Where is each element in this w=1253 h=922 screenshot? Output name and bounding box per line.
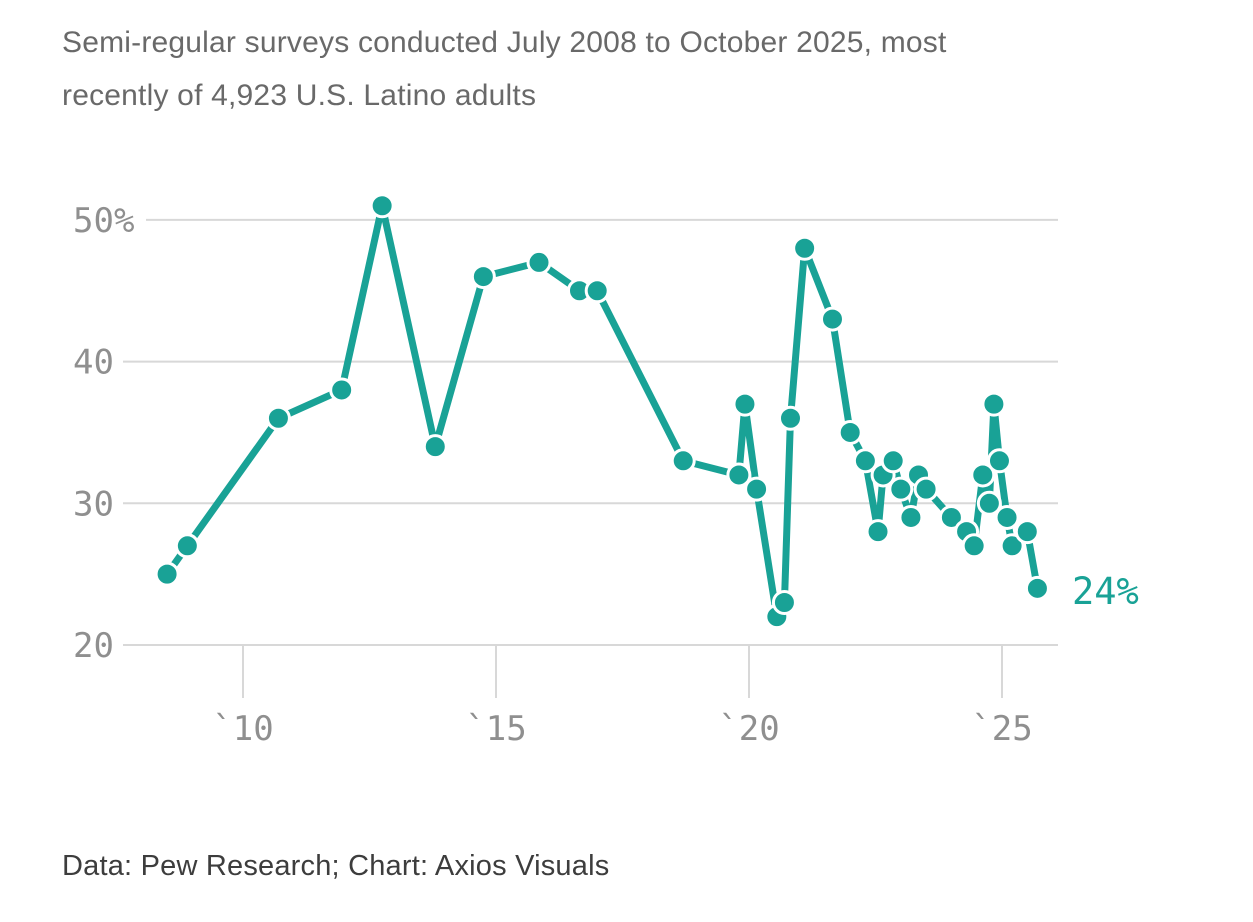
- data-point: [986, 448, 1012, 474]
- data-point: [961, 533, 987, 559]
- data-point: [999, 533, 1025, 559]
- source-credit: Data: Pew Research; Chart: Axios Visuals: [62, 850, 610, 882]
- data-point: [422, 434, 448, 460]
- chart-subtitle-line2: recently of 4,923 U.S. Latino adults: [62, 79, 537, 112]
- y-axis-label: 40: [73, 343, 114, 383]
- data-point: [670, 448, 696, 474]
- data-point: [837, 419, 863, 445]
- data-point: [865, 519, 891, 545]
- data-point: [265, 405, 291, 431]
- chart-line: [163, 202, 1041, 621]
- data-point: [880, 448, 906, 474]
- data-point: [470, 264, 496, 290]
- data-point: [154, 561, 180, 587]
- data-point: [726, 462, 752, 488]
- data-point: [584, 278, 610, 304]
- data-point: [777, 405, 803, 431]
- data-point: [970, 462, 996, 488]
- x-axis-label: `25: [971, 709, 1032, 749]
- data-point: [744, 476, 770, 502]
- data-point: [994, 504, 1020, 530]
- data-point: [852, 448, 878, 474]
- data-point: [938, 504, 964, 530]
- data-point: [898, 504, 924, 530]
- chart-subtitle: Semi-regular surveys conducted July 2008…: [62, 16, 1172, 122]
- chart-subtitle-line1: Semi-regular surveys conducted July 2008…: [62, 26, 947, 59]
- x-axis-label: `15: [465, 709, 526, 749]
- data-point: [913, 476, 939, 502]
- data-point: [792, 235, 818, 261]
- data-point: [981, 391, 1007, 417]
- last-value-label: 24%: [1072, 570, 1139, 613]
- x-axis-label: `20: [718, 709, 779, 749]
- data-point: [174, 533, 200, 559]
- data-point: [526, 249, 552, 275]
- y-axis-label: 50%: [73, 201, 134, 241]
- data-point: [732, 391, 758, 417]
- y-axis-label: 30: [73, 484, 114, 524]
- data-point: [819, 306, 845, 332]
- x-axis-label: `10: [212, 709, 273, 749]
- data-point: [1024, 575, 1050, 601]
- line-chart: 50% 40 30 20 `10 `15 `20 `25: [73, 193, 1058, 749]
- data-point: [771, 589, 797, 615]
- data-point: [888, 476, 914, 502]
- data-point: [1014, 519, 1040, 545]
- data-point: [329, 377, 355, 403]
- data-point: [369, 193, 395, 219]
- data-point: [976, 490, 1002, 516]
- y-axis-label: 20: [73, 626, 114, 666]
